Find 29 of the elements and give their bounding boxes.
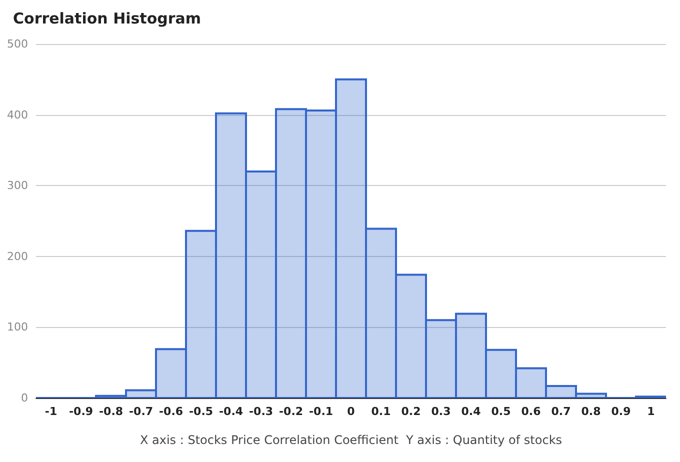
- x-tick-label: 0.7: [551, 405, 571, 418]
- x-tick-label: 0.1: [371, 405, 391, 418]
- x-tick-label: 0.5: [491, 405, 511, 418]
- chart-title: Correlation Histogram: [13, 10, 202, 28]
- y-tick-label: 500: [7, 38, 28, 50]
- x-tick-label: -0.3: [248, 405, 274, 418]
- x-tick-label: -0.7: [128, 405, 154, 418]
- x-axis-title: X axis : Stocks Price Correlation Coefficient Y axis : Quantity of stocks: [140, 433, 562, 447]
- x-tick-label: -1: [44, 405, 58, 418]
- y-tick-label: 400: [7, 108, 28, 122]
- y-tick-label: 100: [7, 320, 28, 334]
- x-tick-label: 0.2: [401, 405, 421, 418]
- x-tick-label: 0.3: [431, 405, 451, 418]
- x-tick-label: -0.1: [308, 405, 334, 418]
- x-tick-label: 1: [647, 405, 655, 418]
- x-tick-label: 0.8: [581, 405, 601, 418]
- x-tick-label: -0.8: [98, 405, 124, 418]
- y-tick-label: 300: [7, 179, 28, 192]
- x-tick-label: 0.6: [521, 405, 542, 418]
- x-tick-label: 0.4: [461, 405, 482, 418]
- x-tick-label: -0.4: [218, 405, 244, 418]
- x-tick-label: -0.9: [68, 405, 94, 418]
- x-tick-label: -0.6: [158, 405, 184, 418]
- y-tick-label: 200: [7, 250, 28, 263]
- x-tick-label: -0.2: [278, 405, 304, 418]
- x-tick-label: 0.9: [611, 405, 631, 418]
- x-tick-label: -0.5: [188, 405, 214, 418]
- y-tick-label: 0: [21, 392, 28, 404]
- x-tick-label: 0: [347, 405, 356, 418]
